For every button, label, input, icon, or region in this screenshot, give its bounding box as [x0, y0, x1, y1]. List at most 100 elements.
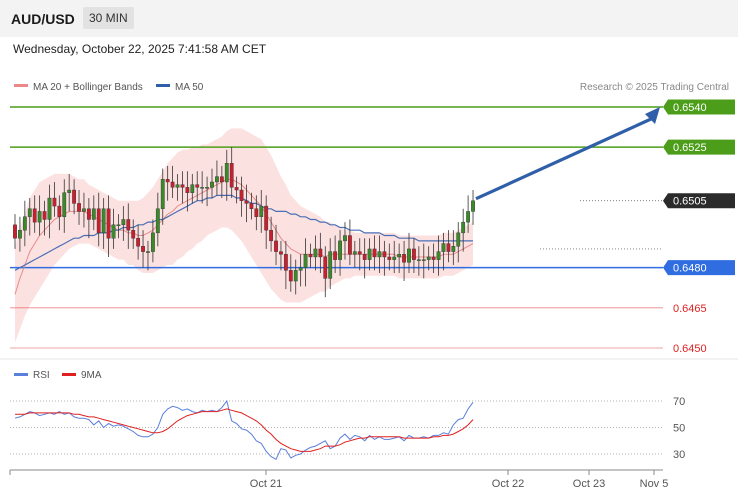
- candle-body: [42, 211, 47, 220]
- level-tag-0.6540: [663, 99, 735, 115]
- candle-body: [421, 259, 426, 261]
- candle-body: [416, 259, 421, 261]
- rsi-line: [14, 399, 474, 460]
- rsi-ma-line: [15, 408, 474, 452]
- rsi-tick-label-70: 70: [673, 396, 685, 408]
- candle-body: [352, 251, 357, 255]
- candle-body: [72, 189, 77, 204]
- candle-body: [175, 184, 180, 188]
- candle-body: [451, 246, 456, 252]
- candle-body: [234, 187, 239, 191]
- rsi-panel: 70 50 30: [10, 396, 685, 461]
- candle-body: [86, 208, 91, 220]
- candle-body: [298, 267, 303, 271]
- candle-body: [160, 179, 165, 209]
- level-label-0.6450: 0.6450: [673, 343, 707, 355]
- candle-body: [155, 208, 160, 234]
- candle-body: [357, 251, 362, 255]
- candle-body: [37, 211, 42, 223]
- candlesticks: [13, 147, 475, 298]
- candle-body: [47, 197, 52, 220]
- candle-body: [106, 208, 111, 239]
- candle-body: [77, 203, 81, 212]
- level-label-0.6505: 0.6505: [673, 196, 707, 208]
- rsi-ma-legend-label: 9MA: [81, 370, 102, 381]
- candle-body: [348, 235, 352, 255]
- x-tick-label-Oct 23: Oct 23: [573, 478, 605, 490]
- candle-body: [441, 243, 446, 252]
- candle-body: [32, 208, 37, 223]
- candle-body: [215, 176, 219, 183]
- candle-body: [244, 200, 249, 204]
- candle-body: [362, 254, 367, 260]
- candle-body: [303, 254, 308, 268]
- candle-body: [288, 270, 293, 282]
- level-label-0.6540: 0.6540: [673, 102, 707, 114]
- header-bar: AUD/USD 30 MIN: [0, 0, 738, 37]
- candle-body: [170, 181, 175, 188]
- candle-body: [367, 248, 372, 260]
- candle-body: [165, 179, 170, 183]
- candle-body: [279, 251, 283, 255]
- candle-body: [456, 232, 461, 247]
- candle-body: [180, 184, 185, 188]
- bollinger-bands: [15, 128, 474, 343]
- candle-body: [333, 251, 338, 260]
- candle-body: [239, 189, 244, 201]
- candle-body: [219, 176, 224, 183]
- candle-body: [466, 211, 470, 223]
- candle-body: [141, 246, 145, 252]
- candle-body: [254, 208, 259, 217]
- x-axis: Oct 21 Oct 22 Oct 23 Nov 5: [9, 469, 668, 490]
- candle-body: [407, 248, 411, 263]
- candle-body: [22, 216, 27, 231]
- x-tick-label-Oct 22: Oct 22: [492, 478, 524, 490]
- candle-body: [150, 232, 155, 252]
- candle-body: [116, 224, 121, 227]
- candle-body: [387, 256, 392, 260]
- candle-body: [412, 248, 416, 260]
- candle-body: [259, 205, 264, 217]
- ma20-line: [14, 178, 474, 295]
- candle-body: [67, 189, 72, 193]
- candle-body: [185, 187, 190, 193]
- ma20-legend-swatch: [14, 84, 28, 87]
- level-label-0.6525: 0.6525: [673, 142, 707, 154]
- candle-body: [372, 248, 377, 258]
- candle-body: [274, 240, 278, 252]
- level-label-0.6480: 0.6480: [673, 263, 707, 275]
- ma20-legend-label: MA 20 + Bollinger Bands: [33, 82, 143, 93]
- rsi-tick-label-30: 30: [673, 449, 685, 461]
- candle-body: [62, 192, 67, 217]
- ma50-line: [14, 194, 473, 271]
- candle-body: [392, 256, 397, 260]
- rsi-ma-legend-swatch: [62, 373, 76, 376]
- moving-averages: [14, 178, 474, 295]
- candle-body: [461, 221, 466, 234]
- timeframe-button[interactable]: 30 MIN: [83, 7, 134, 29]
- candle-body: [52, 197, 57, 207]
- price-levels: [10, 106, 663, 349]
- candle-body: [431, 256, 436, 260]
- candle-body: [397, 254, 402, 258]
- candle-body: [57, 205, 62, 217]
- candle-body: [249, 203, 254, 209]
- forecast-arrow: [475, 107, 660, 201]
- candle-body: [308, 254, 313, 258]
- candle-body: [471, 200, 475, 212]
- candle-body: [323, 256, 328, 279]
- candle-body: [338, 240, 342, 260]
- candle-body: [27, 208, 32, 217]
- candle-body: [96, 208, 101, 234]
- ma50-legend-swatch: [156, 84, 170, 87]
- candle-body: [343, 235, 347, 242]
- chart-datetime: Wednesday, October 22, 2025 7:41:58 AM C…: [13, 42, 267, 56]
- candle-body: [111, 224, 116, 239]
- candle-body: [318, 248, 323, 258]
- candle-body: [426, 256, 431, 260]
- rsi-legend-swatch: [14, 373, 28, 376]
- level-labels: 0.6540 0.6525 0.6505 0.6480 0.6465 0.6450: [663, 99, 735, 355]
- candle-body: [210, 181, 214, 188]
- bollinger-band-fill: [15, 128, 474, 343]
